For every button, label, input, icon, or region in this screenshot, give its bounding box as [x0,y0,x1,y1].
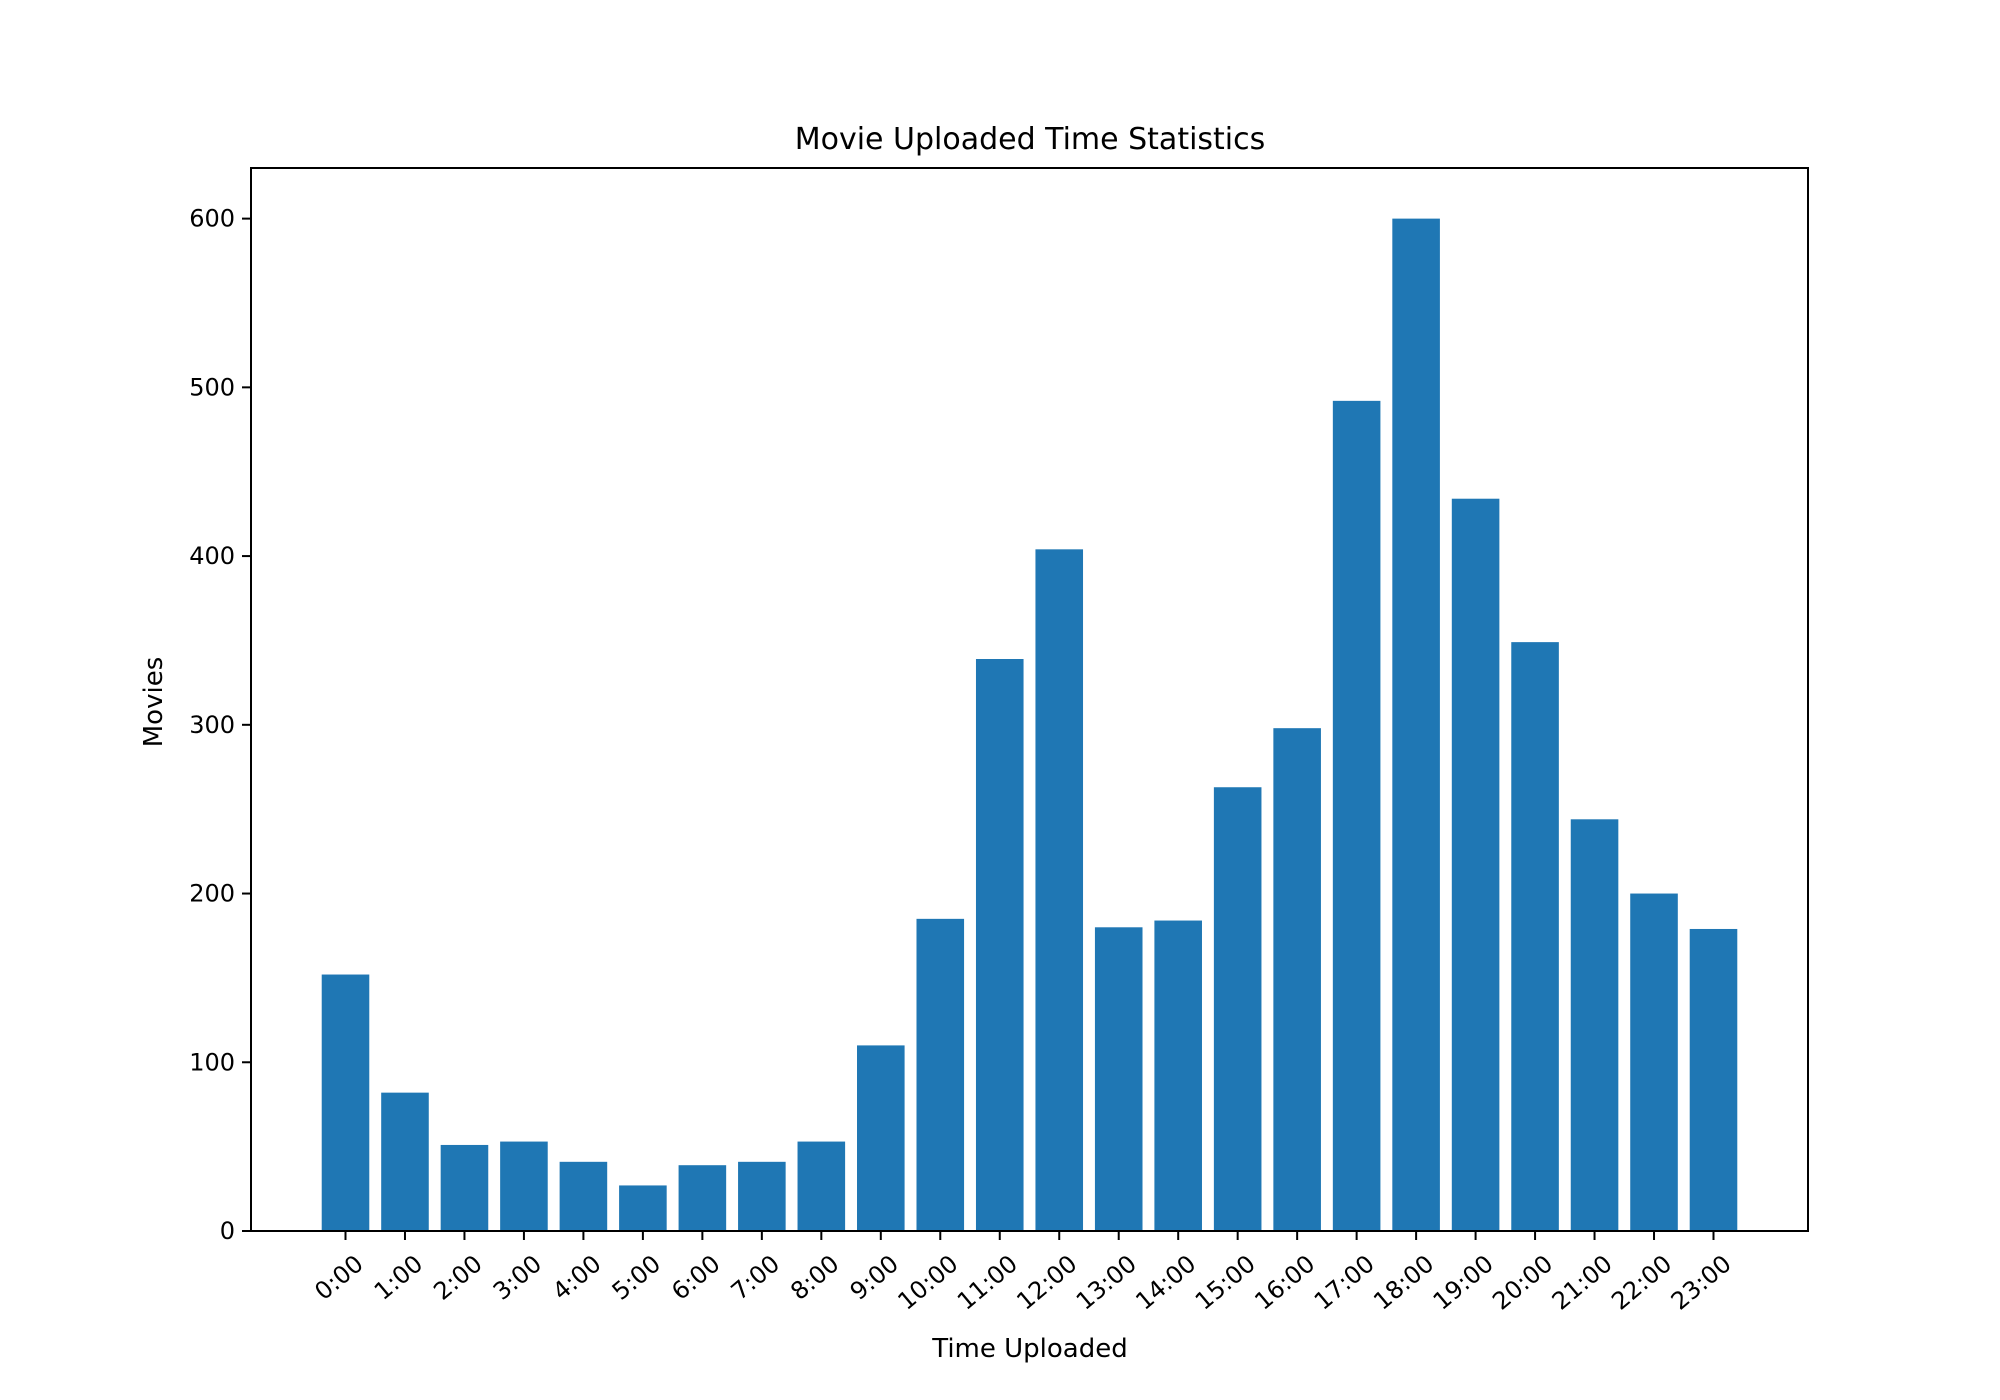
x-tick-label-7-00: 7:00 [726,1250,785,1306]
x-tick-label-8-00: 8:00 [785,1250,844,1306]
x-tick-label-14-00: 14:00 [1130,1250,1201,1316]
x-tick-label-20-00: 20:00 [1487,1250,1558,1316]
y-tick-label-500: 500 [189,373,235,401]
plot-frame [250,167,1809,1232]
x-tick-label-11-00: 11:00 [952,1250,1023,1316]
bar-22-00 [1630,893,1678,1231]
x-axis-label: Time Uploaded [931,1334,1128,1364]
bar-14-00 [1154,920,1202,1231]
x-axis: 0:00 1:00 2:00 3:00 4:00 5:00 6:00 7:00 8:00 9:00… [309,1231,1737,1316]
x-tick-label-23-00: 23:00 [1666,1250,1737,1316]
bar-18-00 [1392,218,1440,1231]
bar-4-00 [559,1161,608,1231]
bar-17-00 [1332,400,1381,1232]
x-tick-label-5-00: 5:00 [607,1250,666,1306]
bar-15-00 [1213,787,1262,1231]
chart-title: Movie Uploaded Time Statistics [795,122,1266,157]
bar-7-00 [738,1161,786,1231]
x-tick-label-2-00: 2:00 [428,1250,487,1306]
x-tick-label-19-00: 19:00 [1428,1250,1499,1316]
x-tick-label-17-00: 17:00 [1309,1250,1380,1316]
bar-11-00 [975,659,1024,1231]
bars-group [321,218,1738,1232]
x-tick-label-10-00: 10:00 [892,1250,963,1316]
x-tick-label-0-00: 0:00 [309,1250,368,1306]
bar-12-00 [1035,549,1084,1231]
bar-9-00 [857,1045,905,1231]
x-tick-label-13-00: 13:00 [1071,1250,1142,1316]
bar-23-00 [1689,928,1738,1231]
y-tick-label-0: 0 [220,1217,235,1245]
bar-1-00 [381,1092,429,1231]
y-tick-label-400: 400 [189,542,235,570]
bar-3-00 [500,1141,548,1231]
y-tick-label-100: 100 [189,1048,235,1076]
bar-19-00 [1451,498,1500,1232]
bar-16-00 [1273,728,1321,1231]
x-tick-label-21-00: 21:00 [1547,1250,1618,1316]
x-tick-label-4-00: 4:00 [547,1250,606,1306]
bar-13-00 [1094,927,1143,1231]
x-tick-label-22-00: 22:00 [1606,1250,1677,1316]
y-axis: 0 100 200 300 400 500 600 [189,205,251,1245]
bar-5-00 [619,1185,667,1231]
bar-21-00 [1570,819,1619,1231]
x-tick-label-6-00: 6:00 [666,1250,725,1306]
x-tick-label-3-00: 3:00 [488,1250,547,1306]
bar-2-00 [440,1144,489,1231]
x-tick-label-16-00: 16:00 [1249,1250,1320,1316]
bar-8-00 [797,1141,846,1231]
bar-10-00 [916,918,965,1231]
bar-6-00 [678,1165,727,1231]
x-tick-label-1-00: 1:00 [369,1250,428,1306]
bar-20-00 [1511,642,1559,1231]
x-tick-label-18-00: 18:00 [1368,1250,1439,1316]
bar-0-00 [321,974,370,1231]
y-axis-label: Movies [139,657,169,748]
x-tick-label-12-00: 12:00 [1011,1250,1082,1316]
x-tick-label-15-00: 15:00 [1190,1250,1261,1316]
y-tick-label-600: 600 [189,205,235,233]
y-tick-label-200: 200 [189,880,235,908]
y-tick-label-300: 300 [189,711,235,739]
